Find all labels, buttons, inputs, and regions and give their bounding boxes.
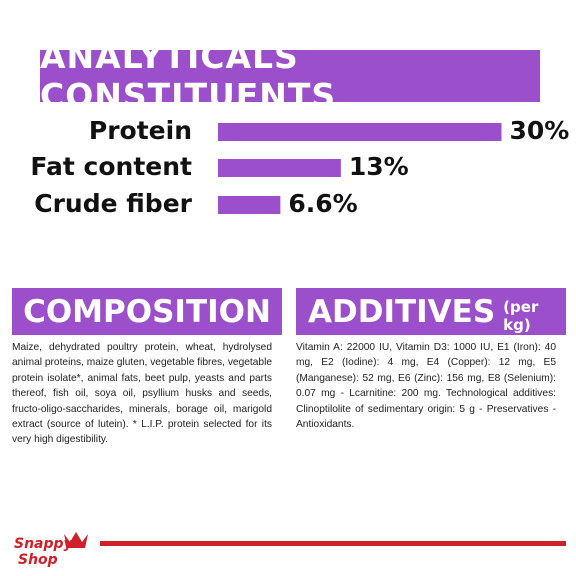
- bar: [218, 159, 341, 177]
- bar: [218, 123, 502, 141]
- logo-line2: Shop: [18, 552, 58, 568]
- header-banner: ANALYTICALS CONSTITUENTS: [40, 37, 540, 115]
- footer-line: [100, 541, 566, 546]
- value-label: 6.6%: [288, 189, 357, 218]
- composition-title: COMPOSITION: [23, 293, 271, 330]
- bar: [218, 196, 281, 214]
- composition-text: Maize, dehydrated poultry protein, wheat…: [12, 342, 272, 446]
- category-label: Fat content: [30, 152, 192, 181]
- category-label: Crude fiber: [34, 189, 192, 218]
- logo-crown: [64, 532, 88, 548]
- logo-line1: Snappy: [14, 536, 74, 552]
- logo: Snappy Shop: [14, 532, 88, 568]
- composition-banner: COMPOSITION: [12, 288, 282, 335]
- additives-subtitle: (per kg): [503, 297, 539, 334]
- value-label: 13%: [349, 152, 409, 181]
- category-label: Protein: [89, 116, 192, 145]
- additives-text: Vitamin A: 22000 IU, Vitamin D3: 1000 IU…: [296, 342, 556, 431]
- header-title: ANALYTICALS CONSTITUENTS: [40, 37, 337, 115]
- additives-banner: ADDITIVES (per kg): [296, 288, 566, 335]
- chart: Protein 30% Fat content 13% Crude fiber 6.6%: [30, 116, 570, 218]
- value-label: 30%: [510, 116, 570, 145]
- additives-title: ADDITIVES: [308, 293, 496, 330]
